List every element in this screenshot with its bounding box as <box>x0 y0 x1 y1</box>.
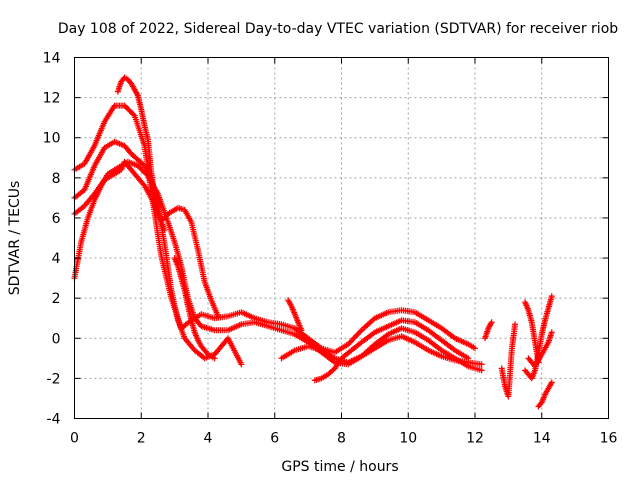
y-axis-title: SDTVAR / TECUs <box>7 181 23 296</box>
series-track-6 <box>171 255 218 362</box>
y-tick-label: 14 <box>43 51 61 67</box>
y-tick-label: 8 <box>52 171 61 187</box>
data-point <box>478 367 485 374</box>
x-tick-label: 2 <box>137 431 146 447</box>
series-track-13 <box>522 299 542 366</box>
x-tick-label: 14 <box>533 431 551 447</box>
x-axis-title: GPS time / hours <box>281 459 398 475</box>
y-tick-label: 6 <box>52 211 61 227</box>
data-point <box>130 111 137 118</box>
y-tick-label: -4 <box>47 412 61 428</box>
x-tick-label: 16 <box>600 431 618 447</box>
data-point <box>488 319 495 326</box>
x-tick-label: 4 <box>204 431 213 447</box>
y-tick-label: -2 <box>47 371 61 387</box>
series-track-7 <box>278 333 485 368</box>
x-tick-label: 10 <box>399 431 417 447</box>
series-track-2 <box>71 138 245 368</box>
data-point <box>548 293 555 300</box>
chart-title: Day 108 of 2022, Sidereal Day-to-day VTE… <box>58 21 618 37</box>
data-points <box>71 74 555 410</box>
axis-ticks <box>74 57 609 419</box>
data-point <box>478 361 485 368</box>
y-tick-label: 4 <box>52 251 61 267</box>
data-point <box>140 181 147 188</box>
y-tick-label: 12 <box>43 91 61 107</box>
series-track-5 <box>114 74 222 320</box>
series-track-14 <box>535 379 555 410</box>
series-track-9 <box>311 317 472 384</box>
x-tick-label: 0 <box>70 431 79 447</box>
data-point <box>215 313 222 320</box>
data-point <box>238 361 245 368</box>
series-track-1 <box>71 102 478 356</box>
x-tick-label: 8 <box>337 431 346 447</box>
data-point <box>211 355 218 362</box>
x-tick-label: 6 <box>270 431 279 447</box>
data-point <box>512 321 519 328</box>
series-track-11 <box>498 321 519 400</box>
data-point <box>548 379 555 386</box>
data-point <box>465 355 472 362</box>
series-track-10 <box>482 319 495 342</box>
y-tick-labels: -4 -2 0 2 4 6 8 10 12 14 <box>43 51 61 428</box>
grid <box>74 57 609 419</box>
x-tick-label: 12 <box>466 431 484 447</box>
y-tick-label: 2 <box>52 291 61 307</box>
data-point <box>548 329 555 336</box>
x-tick-labels: 0 2 4 6 8 10 12 14 16 <box>70 431 617 447</box>
data-point <box>298 327 305 334</box>
data-point <box>161 226 168 233</box>
series-track-8 <box>285 297 305 334</box>
series-track-3 <box>71 158 485 374</box>
y-tick-label: 10 <box>43 131 61 147</box>
data-point <box>472 345 478 352</box>
y-tick-label: 0 <box>52 331 61 347</box>
series-track-15 <box>525 329 555 370</box>
